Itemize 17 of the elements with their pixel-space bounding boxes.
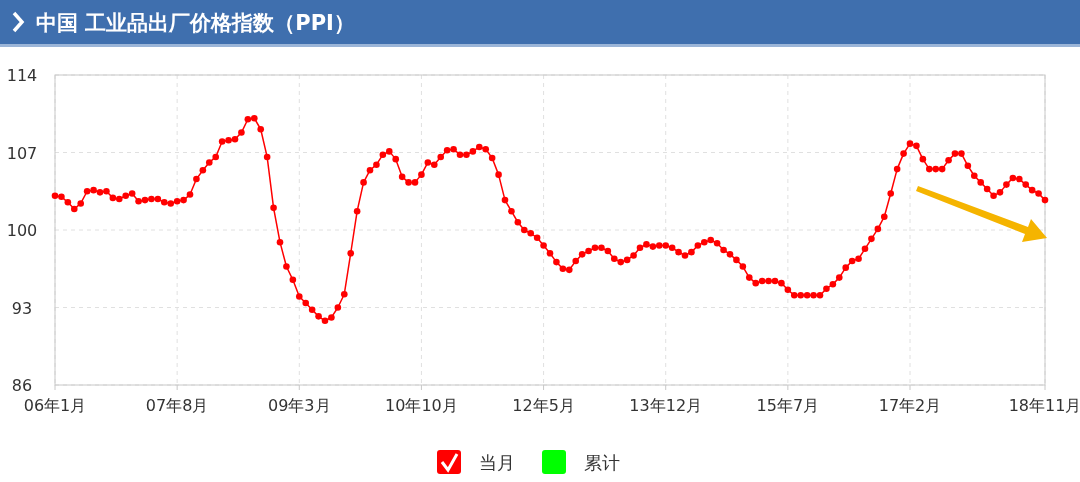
x-tick-label: 18年11月 bbox=[1008, 396, 1080, 415]
x-tick-label: 10年10月 bbox=[385, 396, 458, 415]
x-tick-label: 06年1月 bbox=[23, 396, 87, 415]
y-tick-label: 100 bbox=[6, 221, 38, 240]
legend-label: 累计 bbox=[584, 452, 620, 473]
x-tick-label: 13年12月 bbox=[629, 396, 703, 415]
legend-label: 当月 bbox=[479, 452, 515, 473]
chart-title: 中国 工业品出厂价格指数（PPI） bbox=[36, 11, 355, 35]
y-tick-label: 114 bbox=[6, 66, 38, 85]
x-tick-label: 12年5月 bbox=[512, 396, 575, 415]
x-tick-label: 09年3月 bbox=[268, 396, 331, 415]
x-tick-label: 15年7月 bbox=[756, 396, 820, 415]
x-tick-label: 07年8月 bbox=[145, 396, 209, 415]
y-tick-label: 86 bbox=[11, 376, 33, 395]
x-tick-label: 17年2月 bbox=[878, 396, 942, 415]
y-tick-label: 93 bbox=[11, 298, 33, 318]
y-tick-label: 107 bbox=[6, 143, 38, 163]
